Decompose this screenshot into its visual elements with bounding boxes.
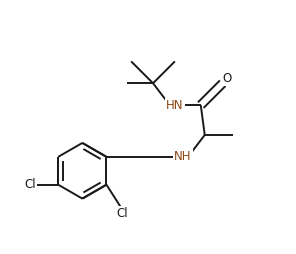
Text: O: O [223,72,232,85]
Text: NH: NH [174,150,192,163]
Text: Cl: Cl [117,207,128,220]
Text: HN: HN [166,99,184,112]
Text: Cl: Cl [25,178,36,191]
